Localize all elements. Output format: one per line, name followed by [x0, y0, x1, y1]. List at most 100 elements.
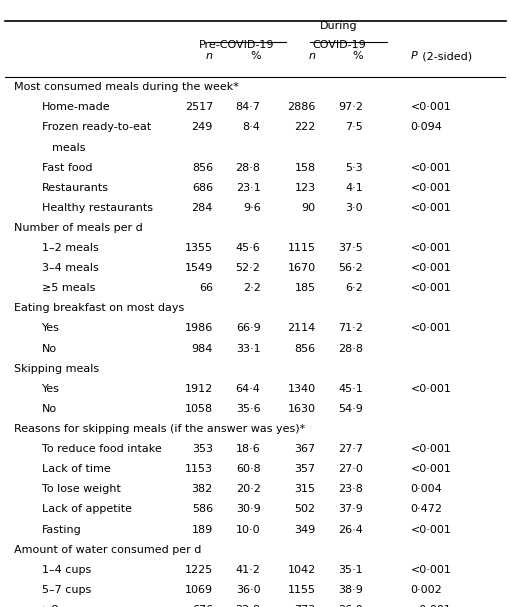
Text: Yes: Yes [42, 384, 60, 394]
Text: Home-made: Home-made [42, 103, 110, 112]
Text: 1355: 1355 [185, 243, 213, 253]
Text: 71·2: 71·2 [338, 324, 363, 333]
Text: 27·7: 27·7 [338, 444, 363, 454]
Text: Restaurants: Restaurants [42, 183, 109, 193]
Text: 26·0: 26·0 [338, 605, 363, 607]
Text: 1912: 1912 [184, 384, 213, 394]
Text: 1225: 1225 [184, 565, 213, 575]
Text: <0·001: <0·001 [411, 103, 452, 112]
Text: 2114: 2114 [287, 324, 316, 333]
Text: Healthy restaurants: Healthy restaurants [42, 203, 153, 213]
Text: 222: 222 [294, 123, 316, 132]
Text: 0·094: 0·094 [411, 123, 443, 132]
Text: 856: 856 [294, 344, 316, 354]
Text: 0·004: 0·004 [411, 484, 443, 494]
Text: 185: 185 [294, 283, 316, 293]
Text: 28·8: 28·8 [338, 344, 363, 354]
Text: 20·2: 20·2 [236, 484, 261, 494]
Text: 1155: 1155 [288, 585, 316, 595]
Text: To lose weight: To lose weight [42, 484, 121, 494]
Text: 2·2: 2·2 [243, 283, 261, 293]
Text: 357: 357 [294, 464, 316, 474]
Text: 10·0: 10·0 [236, 524, 261, 535]
Text: Most consumed meals during the week*: Most consumed meals during the week* [14, 82, 239, 92]
Text: 1115: 1115 [288, 243, 316, 253]
Text: 35·1: 35·1 [339, 565, 363, 575]
Text: 27·0: 27·0 [338, 464, 363, 474]
Text: 38·9: 38·9 [338, 585, 363, 595]
Text: 1340: 1340 [288, 384, 316, 394]
Text: 1–2 meals: 1–2 meals [42, 243, 99, 253]
Text: <0·001: <0·001 [411, 183, 452, 193]
Text: 1549: 1549 [184, 263, 213, 273]
Text: No: No [42, 404, 57, 414]
Text: 23·1: 23·1 [236, 183, 261, 193]
Text: Yes: Yes [42, 324, 60, 333]
Text: 1058: 1058 [185, 404, 213, 414]
Text: 7·5: 7·5 [345, 123, 363, 132]
Text: Fast food: Fast food [42, 163, 92, 172]
Text: 28·8: 28·8 [236, 163, 261, 172]
Text: 0·472: 0·472 [411, 504, 443, 515]
Text: 676: 676 [192, 605, 213, 607]
Text: 686: 686 [192, 183, 213, 193]
Text: 349: 349 [294, 524, 316, 535]
Text: 5–7 cups: 5–7 cups [42, 585, 91, 595]
Text: 1153: 1153 [185, 464, 213, 474]
Text: To reduce food intake: To reduce food intake [42, 444, 161, 454]
Text: 353: 353 [192, 444, 213, 454]
Text: 1–4 cups: 1–4 cups [42, 565, 91, 575]
Text: Lack of appetite: Lack of appetite [42, 504, 132, 515]
Text: 502: 502 [294, 504, 316, 515]
Text: %: % [353, 52, 363, 61]
Text: 2886: 2886 [287, 103, 316, 112]
Text: 367: 367 [294, 444, 316, 454]
Text: 37·5: 37·5 [338, 243, 363, 253]
Text: 23·8: 23·8 [338, 484, 363, 494]
Text: <0·001: <0·001 [411, 444, 452, 454]
Text: 0·002: 0·002 [411, 585, 443, 595]
Text: 382: 382 [192, 484, 213, 494]
Text: (2-sided): (2-sided) [420, 52, 472, 61]
Text: 45·1: 45·1 [338, 384, 363, 394]
Text: <0·001: <0·001 [411, 464, 452, 474]
Text: <0·001: <0·001 [411, 203, 452, 213]
Text: 35·6: 35·6 [236, 404, 261, 414]
Text: <0·001: <0·001 [411, 283, 452, 293]
Text: 26·4: 26·4 [338, 524, 363, 535]
Text: Fasting: Fasting [42, 524, 81, 535]
Text: 9·6: 9·6 [243, 203, 261, 213]
Text: 45·6: 45·6 [236, 243, 261, 253]
Text: ≥8 cups: ≥8 cups [42, 605, 88, 607]
Text: 33·1: 33·1 [236, 344, 261, 354]
Text: 1986: 1986 [184, 324, 213, 333]
Text: n: n [309, 52, 316, 61]
Text: meals: meals [52, 143, 85, 152]
Text: 66: 66 [199, 283, 213, 293]
Text: 586: 586 [192, 504, 213, 515]
Text: 1042: 1042 [287, 565, 316, 575]
Text: 773: 773 [294, 605, 316, 607]
Text: <0·001: <0·001 [411, 163, 452, 172]
Text: Pre-COVID-19: Pre-COVID-19 [199, 40, 274, 50]
Text: 90: 90 [301, 203, 316, 213]
Text: Amount of water consumed per d: Amount of water consumed per d [14, 544, 201, 555]
Text: Reasons for skipping meals (if the answer was yes)*: Reasons for skipping meals (if the answe… [14, 424, 306, 434]
Text: 37·9: 37·9 [338, 504, 363, 515]
Text: <0·001: <0·001 [411, 263, 452, 273]
Text: n: n [206, 52, 213, 61]
Text: 2517: 2517 [184, 103, 213, 112]
Text: During: During [320, 21, 358, 31]
Text: 1069: 1069 [185, 585, 213, 595]
Text: Frozen ready-to-eat: Frozen ready-to-eat [42, 123, 151, 132]
Text: 30·9: 30·9 [236, 504, 261, 515]
Text: 3·0: 3·0 [345, 203, 363, 213]
Text: 123: 123 [294, 183, 316, 193]
Text: Eating breakfast on most days: Eating breakfast on most days [14, 304, 184, 313]
Text: Lack of time: Lack of time [42, 464, 110, 474]
Text: 284: 284 [192, 203, 213, 213]
Text: 984: 984 [192, 344, 213, 354]
Text: 249: 249 [192, 123, 213, 132]
Text: Number of meals per d: Number of meals per d [14, 223, 143, 233]
Text: 36·0: 36·0 [236, 585, 261, 595]
